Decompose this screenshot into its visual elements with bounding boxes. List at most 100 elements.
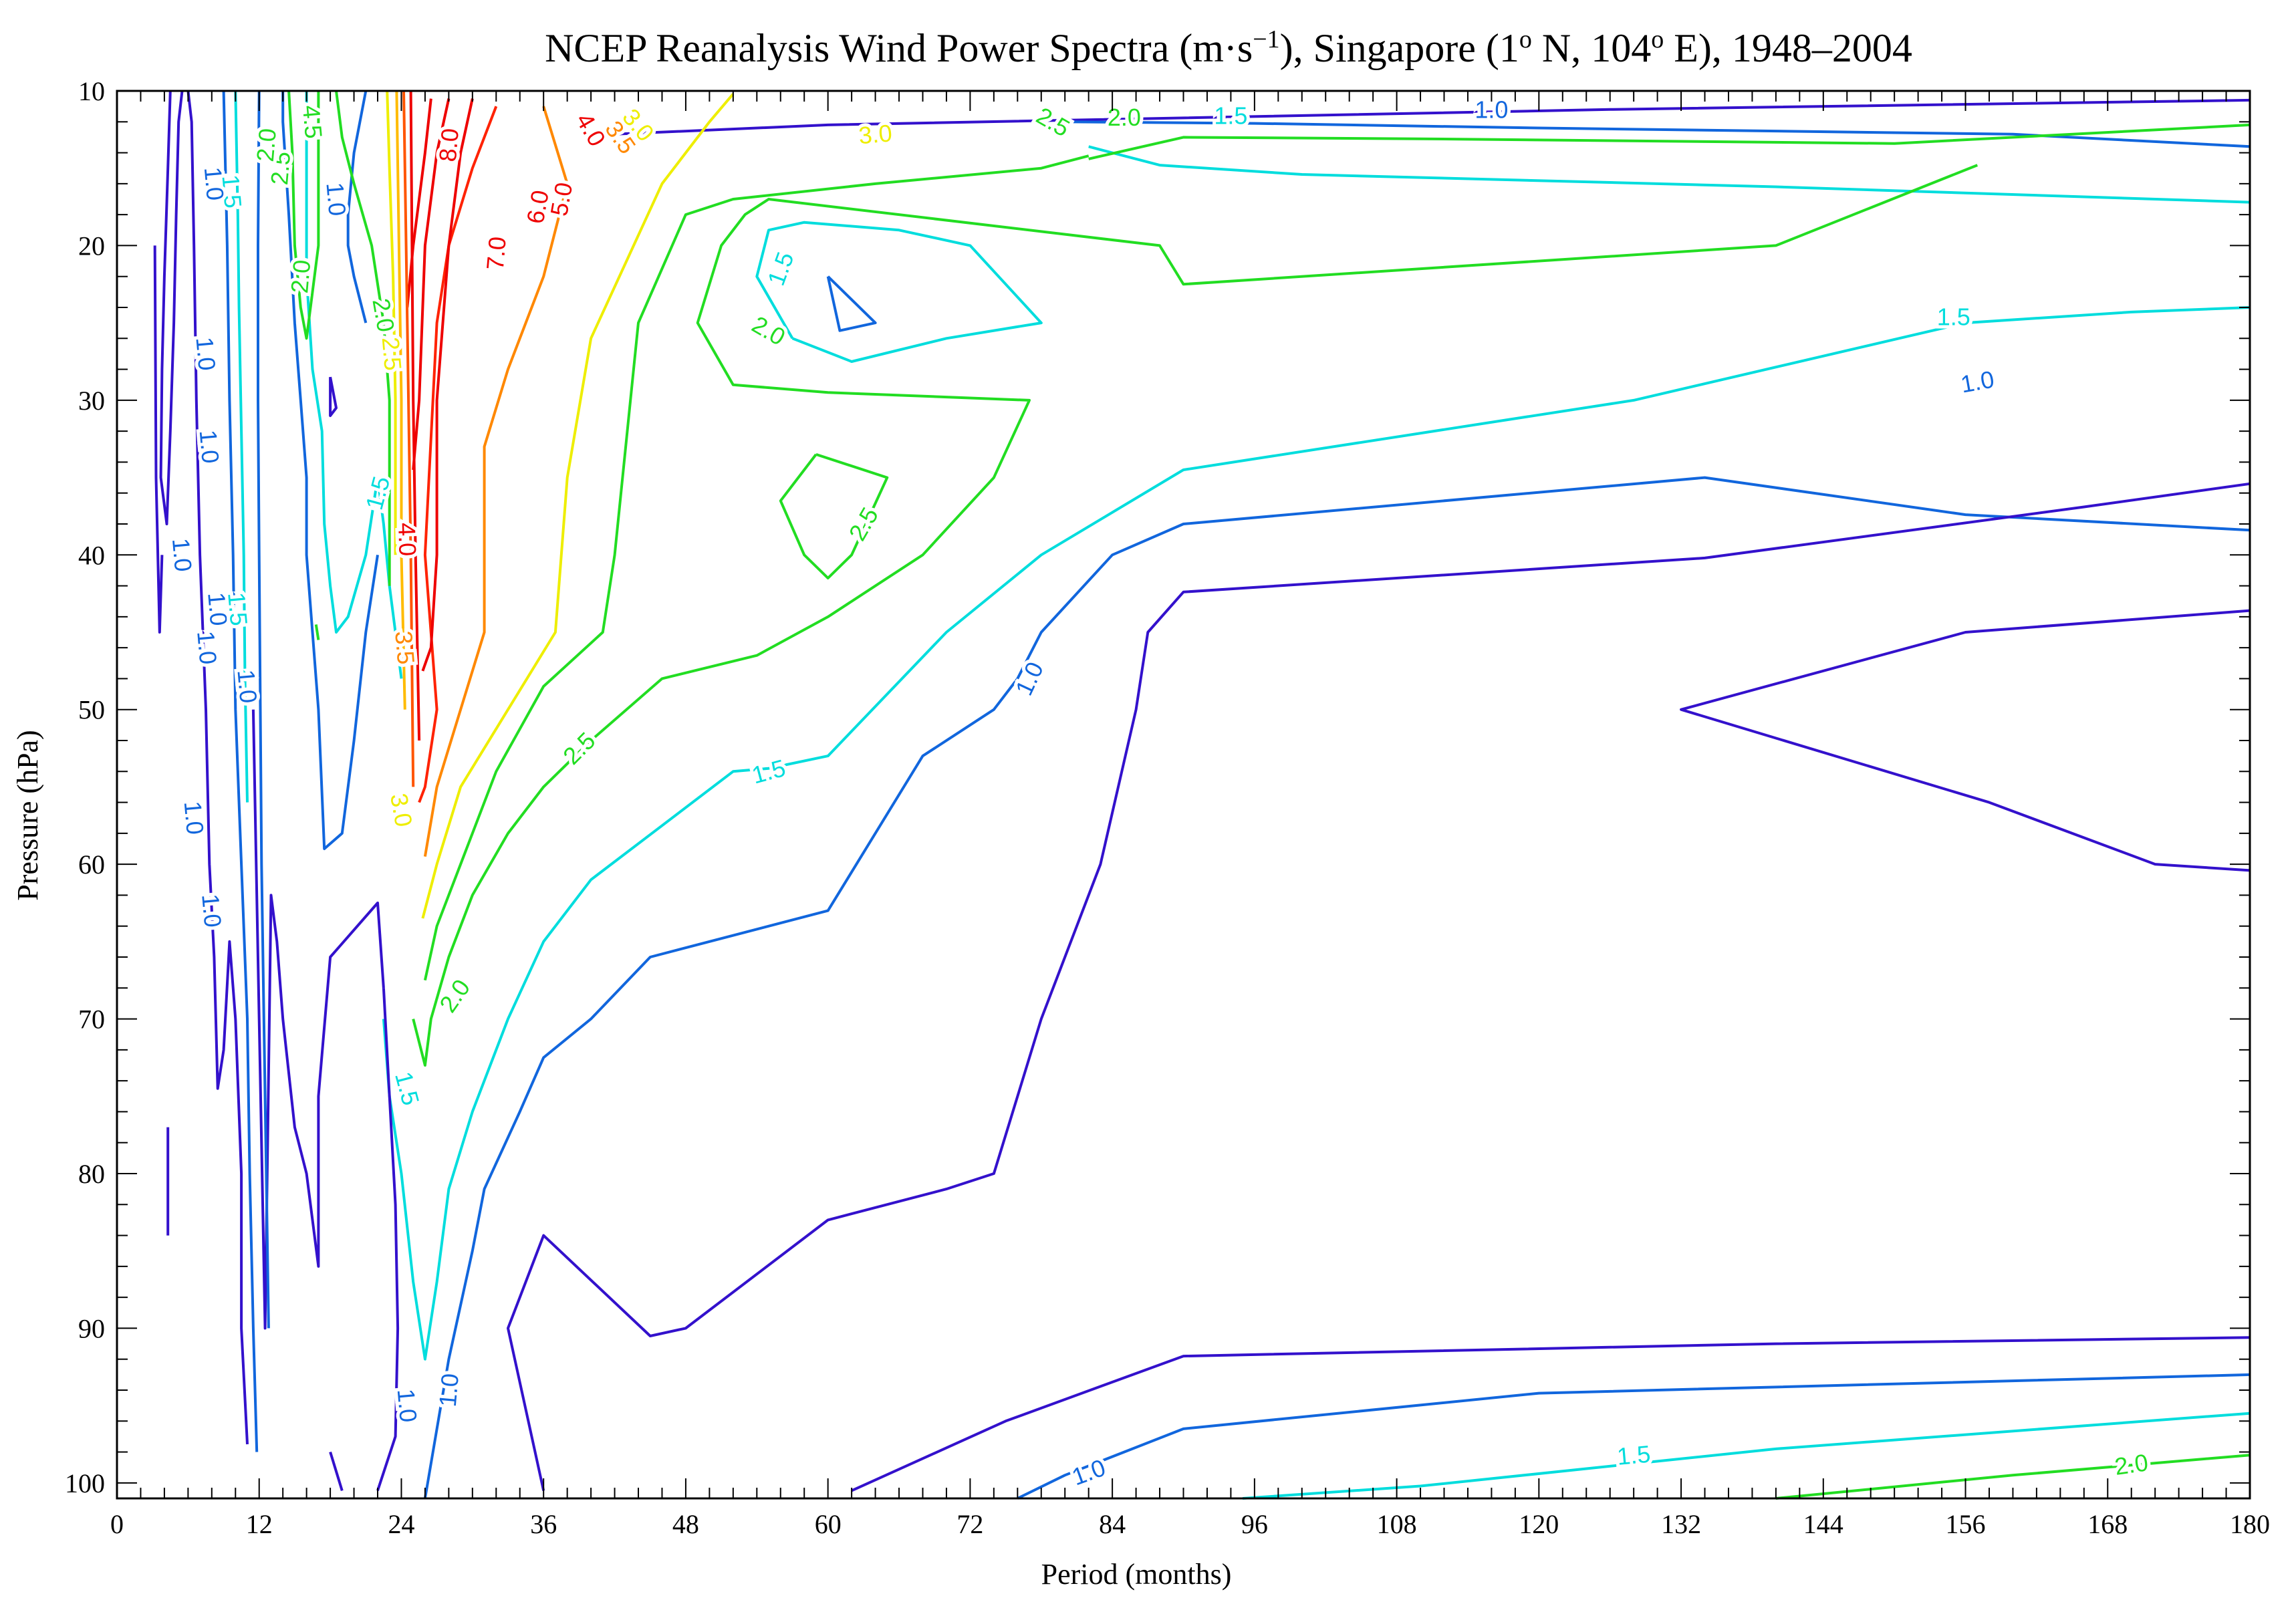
contour-line-1-5-21 — [1242, 1412, 2251, 1500]
y-tick-label: 80 — [78, 1159, 105, 1189]
contour-line-1-0-32 — [257, 90, 270, 1329]
contour-line-2-0-7 — [412, 164, 1979, 1067]
title-degree-2: o — [1651, 25, 1664, 53]
x-tick-label: 72 — [956, 1509, 983, 1539]
y-tick-label: 20 — [78, 231, 105, 261]
contour-line-unlabeled-29 — [153, 245, 164, 634]
plot-frame — [116, 90, 2251, 1500]
contour-line-2-0-37 — [335, 90, 391, 586]
contour-line-unlabeled-27 — [186, 90, 249, 1445]
contours-layer — [153, 90, 2251, 1500]
y-tick-label: 90 — [78, 1313, 105, 1343]
contour-line-unlabeled-25 — [376, 988, 400, 1492]
contour-label-43: 1.0 — [232, 668, 262, 704]
title-part-d: N, 104 — [1532, 26, 1651, 70]
contour-line-unlabeled-28 — [159, 90, 184, 525]
y-tick-label: 60 — [78, 849, 105, 880]
contour-line-1-5-35 — [305, 91, 403, 679]
x-tick-label: 120 — [1519, 1509, 1559, 1539]
contour-label-17: 1.0 — [1010, 658, 1049, 700]
contour-line-1-5-2 — [1088, 145, 2251, 204]
x-tick-label: 96 — [1241, 1509, 1268, 1539]
title-part-e: E), 1948–2004 — [1664, 26, 1912, 70]
axis-tick-labels: 0 12 24 36 48 60 72 84 96 108 120 132 144 156 168 180 10… — [65, 76, 2270, 1539]
contour-label-27: 4.0 — [393, 522, 422, 556]
contour-line-2-0-22 — [1775, 1454, 2251, 1500]
title-part-b: s — [1237, 26, 1253, 70]
contour-line-unlabeled-24 — [251, 709, 385, 1330]
chart-title: NCEP Reanalysis Wind Power Spectra (m·s−… — [545, 25, 1912, 70]
contour-label-25: 1.5 — [1616, 1440, 1651, 1470]
contour-label-41: 1.0 — [203, 591, 233, 627]
contour-label-30: 2.0 — [367, 296, 400, 333]
contour-line-1-0-19 — [851, 1336, 2251, 1492]
contour-label-42: 1.5 — [223, 591, 253, 627]
x-tick-label: 180 — [2230, 1509, 2270, 1539]
contour-line-1-0-0 — [614, 98, 2251, 136]
y-tick-label: 40 — [78, 540, 105, 570]
title-superscript: −1 — [1253, 25, 1279, 53]
contour-label-47: 1.0 — [195, 429, 225, 464]
contour-label-37: 2.0 — [251, 127, 281, 162]
contour-label-29: 3.0 — [385, 791, 418, 829]
y-tick-label: 100 — [65, 1468, 105, 1498]
contour-label-19: 2.5 — [557, 726, 600, 769]
contour-line-3-5-10 — [423, 106, 569, 857]
contour-label-38: 1.5 — [217, 174, 247, 209]
contour-label-31: 2.5 — [377, 336, 407, 372]
contour-label-18: 1.5 — [749, 754, 789, 789]
contour-label-36: 2.5 — [265, 150, 295, 186]
contour-line-1-5-6 — [382, 306, 2251, 1361]
contour-label-16: 2.5 — [844, 503, 884, 545]
x-tick-label: 168 — [2087, 1509, 2128, 1539]
contour-label-15: 2.0 — [747, 310, 790, 351]
contour-label-11: 8.0 — [434, 127, 464, 162]
contour-line-3-0-41 — [395, 90, 406, 710]
y-axis-title: Pressure (hPa) — [11, 730, 44, 900]
contour-line-4-0-42 — [402, 90, 415, 787]
contour-label-9: 6.0 — [521, 188, 554, 225]
x-tick-label: 132 — [1661, 1509, 1701, 1539]
contour-label-13: 1.0 — [1958, 366, 1996, 398]
axis-ticks — [116, 90, 2251, 1498]
contour-line-1-0-34 — [346, 90, 368, 323]
contour-label-3: 2.5 — [1032, 102, 1075, 142]
contour-label-22: 1.0 — [434, 1372, 464, 1408]
contour-line-7-0-13 — [412, 98, 451, 471]
x-tick-label: 144 — [1803, 1509, 1843, 1539]
contour-label-40: 1.0 — [167, 537, 197, 573]
contour-label-28: 3.5 — [390, 630, 420, 665]
title-degree-1: o — [1519, 25, 1532, 53]
x-tick-label: 24 — [388, 1509, 415, 1539]
contour-label-33: 1.0 — [321, 181, 351, 217]
contour-line-2-0-3 — [1088, 123, 2251, 160]
x-tick-label: 60 — [815, 1509, 842, 1539]
x-tick-label: 84 — [1099, 1509, 1126, 1539]
contour-line-5-0-11 — [418, 106, 498, 803]
contour-line-1-0-20 — [1017, 1373, 2251, 1500]
y-tick-label: 30 — [78, 386, 105, 416]
contour-line-2-0-38 — [287, 90, 320, 340]
contour-line-1-0-5 — [507, 482, 2251, 1491]
x-tick-label: 36 — [530, 1509, 557, 1539]
x-tick-label: 0 — [110, 1509, 124, 1539]
contour-label-48: 1.0 — [192, 630, 222, 665]
contour-line-2-5-8 — [423, 154, 1090, 981]
contour-line-2-5-40 — [386, 90, 397, 555]
contour-label-12: 1.5 — [1937, 303, 1970, 330]
contour-line-2-5-17 — [779, 452, 889, 579]
contour-line-unlabeled-16 — [826, 275, 877, 332]
y-tick-label: 50 — [78, 695, 105, 725]
y-tick-label: 10 — [78, 76, 105, 106]
contour-label-14: 1.5 — [762, 249, 799, 289]
contour-label-21: 1.5 — [390, 1069, 425, 1108]
contour-line-4-0-43 — [409, 90, 421, 741]
x-tick-label: 156 — [1946, 1509, 1986, 1539]
title-part-c: ), Singapore (1 — [1280, 26, 1519, 70]
contour-label-39: 1.0 — [199, 166, 229, 201]
contour-label-35: 4.5 — [297, 104, 328, 140]
contour-line-1-0-23 — [329, 1452, 344, 1491]
contour-line-1-0-33 — [281, 91, 379, 850]
contour-label-23: 1.0 — [392, 1387, 422, 1423]
